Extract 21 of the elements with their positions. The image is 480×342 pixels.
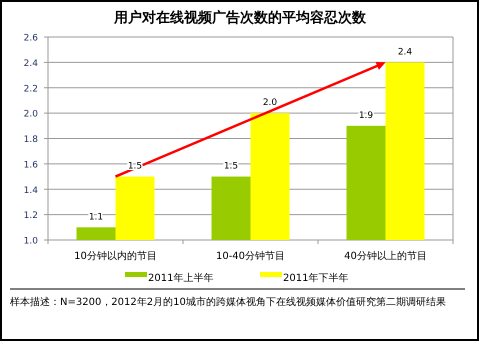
- chart-title: 用户对在线视频广告次数的平均容忍次数: [113, 9, 367, 26]
- legend-label: 2011年下半年: [283, 272, 348, 284]
- y-tick-label: 2.2: [24, 84, 38, 94]
- x-tick-label: 10-40分钟节目: [216, 250, 286, 262]
- y-tick-label: 2.4: [24, 58, 38, 69]
- data-label: 1.5: [224, 162, 238, 172]
- y-tick-label: 1.8: [24, 135, 38, 145]
- data-label: 1.9: [358, 110, 374, 121]
- legend-label: 2011年上半年: [148, 272, 214, 284]
- y-tick-label: 1.6: [24, 160, 38, 170]
- x-tick-label: 10分钟以内的节目: [74, 250, 157, 262]
- y-tick-label: 2.6: [24, 34, 38, 44]
- y-tick-label: 1.2: [24, 211, 38, 222]
- y-tick-label: 1.0: [24, 236, 38, 246]
- y-tick-label: 2.0: [24, 110, 38, 120]
- data-label: 1.1: [88, 212, 104, 222]
- text: 样本描述：N=3200，2012年2月的10城市的跨媒体视角下在线视频媒体价值研究第二期调研结果: [10, 296, 446, 308]
- x-tick-label: 40分钟以上的节目: [344, 250, 427, 262]
- data-label: 2.0: [262, 98, 278, 108]
- data-label: 2.4: [398, 47, 412, 58]
- y-tick-label: 1.4: [24, 186, 38, 196]
